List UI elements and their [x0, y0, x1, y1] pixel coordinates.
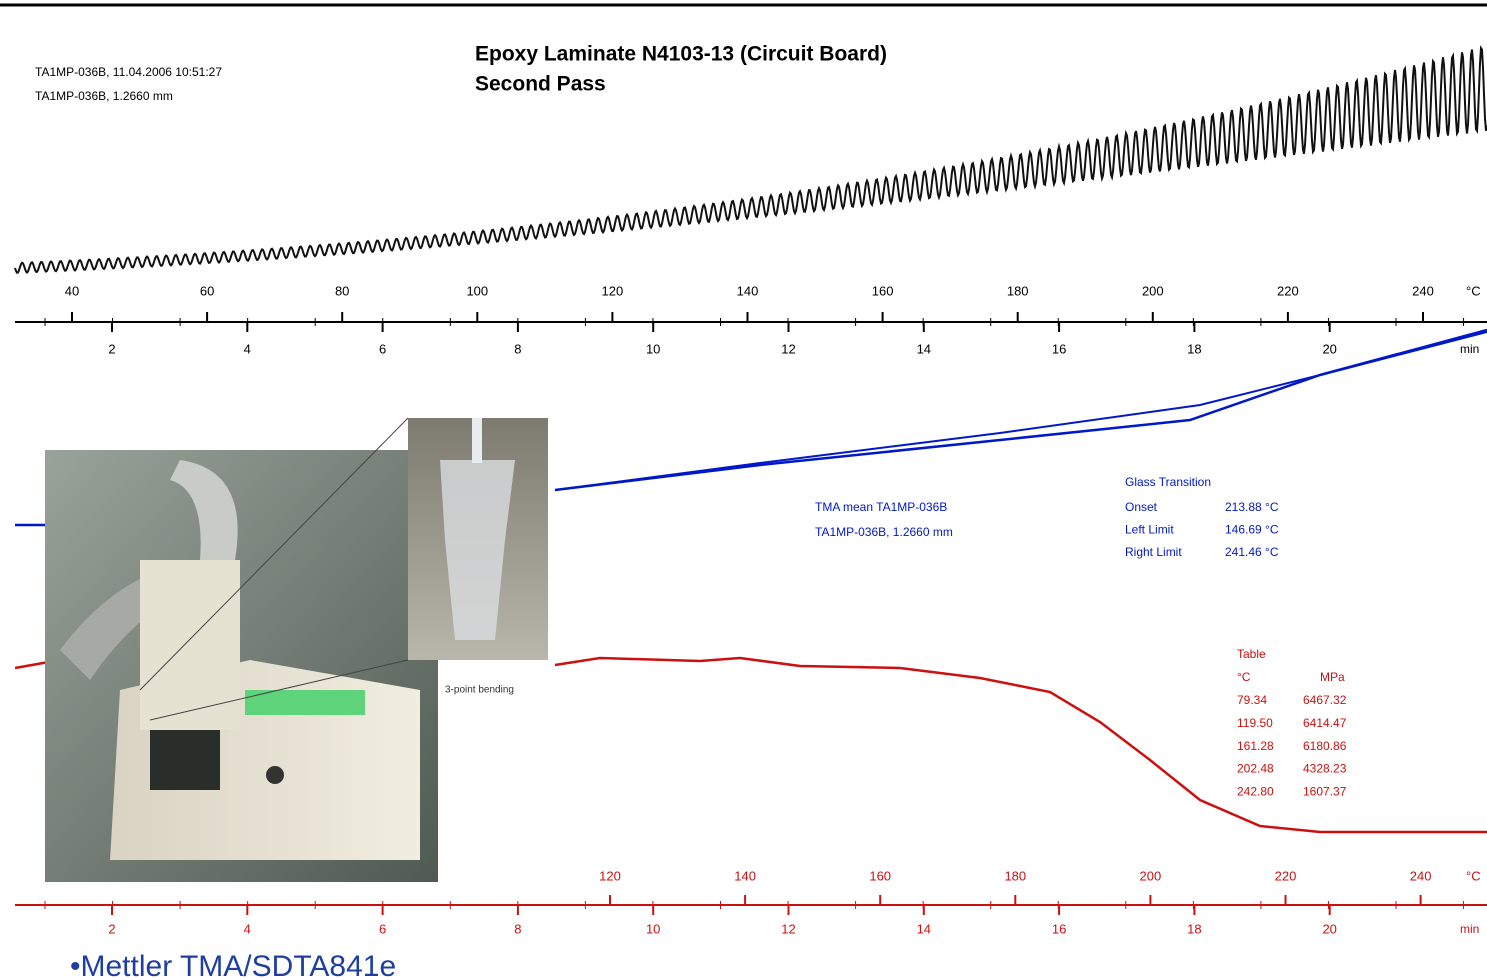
legend-line: TA1MP-036B, 1.2660 mm — [815, 525, 953, 539]
temperature-tick-label: 40 — [65, 283, 79, 298]
table: Table °C MPa 79.34 6467.32 119.50 6414.47 16… — [1237, 647, 1347, 798]
legend-line: TMA mean TA1MP-036B — [815, 500, 947, 514]
time-tick-label: 10 — [646, 921, 660, 936]
table-cell: 4328.23 — [1303, 762, 1347, 776]
temperature-tick-label: 240 — [1412, 283, 1434, 298]
gt-value: 241.46 °C — [1225, 545, 1279, 559]
zoom-line — [139, 417, 409, 691]
run-info: TA1MP-036B, 11.04.2006 10:51:27 — [35, 65, 222, 79]
time-tick-label: 2 — [108, 921, 115, 936]
time-tick-label: 14 — [917, 921, 931, 936]
unit-label: °C — [1466, 868, 1481, 883]
time-tick-label: 6 — [379, 921, 386, 936]
photo-caption: 3-point bending — [445, 685, 514, 696]
table-column: °C — [1237, 670, 1251, 684]
temperature-tick-label: 140 — [734, 868, 756, 883]
table-cell: 1607.37 — [1303, 784, 1347, 798]
subtitle: Second Pass — [475, 73, 606, 96]
time-tick-label: 10 — [646, 341, 660, 356]
temperature-tick-label: 180 — [1004, 868, 1026, 883]
table-cell: 161.28 — [1237, 739, 1274, 753]
display — [245, 690, 365, 715]
temperature-tick-label: 220 — [1275, 868, 1297, 883]
time-tick-label: 12 — [781, 341, 795, 356]
time-tick-label: 4 — [244, 921, 251, 936]
zoom-line — [149, 659, 409, 721]
time-tick-label: 8 — [514, 921, 521, 936]
tma-curve — [554, 331, 1487, 491]
probe — [472, 418, 482, 463]
gt-label: Right Limit — [1125, 545, 1182, 559]
temperature-tick-label: 140 — [737, 283, 759, 298]
temperature-tick-label: 120 — [599, 868, 621, 883]
glass-transition: Glass Transition Onset 213.88 °C Left Limi… — [1125, 475, 1279, 559]
temperature-tick-label: 80 — [335, 283, 349, 298]
gt-value: 146.69 °C — [1225, 523, 1279, 537]
time-tick-label: 18 — [1187, 341, 1201, 356]
gt-title: Glass Transition — [1125, 475, 1211, 489]
time-tick-label: 2 — [108, 341, 115, 356]
gt-label: Left Limit — [1125, 523, 1174, 537]
unit-label: °C — [1466, 283, 1481, 298]
time-tick-label: 14 — [917, 341, 931, 356]
clamp — [440, 460, 515, 640]
time-tick-label: 20 — [1322, 921, 1336, 936]
temperature-tick-label: 60 — [200, 283, 214, 298]
unit-label: min — [1460, 922, 1479, 936]
gt-label: Onset — [1125, 500, 1158, 514]
tma-curve — [554, 328, 1487, 492]
time-tick-label: 18 — [1187, 921, 1201, 936]
time-tick-label: 12 — [781, 921, 795, 936]
hose — [170, 460, 238, 560]
footer: •Mettler TMA/SDTA841e — [70, 950, 396, 980]
hose — [60, 560, 240, 680]
table-cell: 6467.32 — [1303, 693, 1347, 707]
furnace — [150, 730, 220, 790]
time-tick-label: 4 — [244, 341, 251, 356]
time-tick-label: 16 — [1052, 921, 1066, 936]
run-info: TA1MP-036B, 1.2660 mm — [35, 89, 173, 103]
oscillation-curve — [14, 45, 1487, 274]
time-tick-label: 6 — [379, 341, 386, 356]
tower — [140, 560, 240, 730]
table-cell: 6180.86 — [1303, 739, 1347, 753]
time-tick-label: 8 — [514, 341, 521, 356]
table-cell: 6414.47 — [1303, 716, 1347, 730]
unit-label: min — [1460, 342, 1479, 356]
table-cell: 79.34 — [1237, 693, 1267, 707]
title: Epoxy Laminate N4103-13 (Circuit Board) — [475, 43, 887, 66]
time-tick-label: 16 — [1052, 341, 1066, 356]
temperature-tick-label: 100 — [466, 283, 488, 298]
temperature-tick-label: 160 — [869, 868, 891, 883]
temperature-tick-label: 200 — [1140, 868, 1162, 883]
time-tick-label: 20 — [1322, 341, 1336, 356]
table-title: Table — [1237, 647, 1266, 661]
temperature-tick-label: 120 — [602, 283, 624, 298]
button — [266, 766, 284, 784]
table-cell: 202.48 — [1237, 762, 1274, 776]
table-cell: 119.50 — [1237, 716, 1273, 730]
temperature-tick-label: 200 — [1142, 283, 1164, 298]
temperature-tick-label: 160 — [872, 283, 894, 298]
temperature-tick-label: 240 — [1410, 868, 1432, 883]
table-column: MPa — [1320, 670, 1345, 684]
temperature-tick-label: 220 — [1277, 283, 1299, 298]
photo: 3-point bending — [45, 417, 548, 882]
table-cell: 242.80 — [1237, 784, 1274, 798]
temperature-tick-label: 180 — [1007, 283, 1029, 298]
gt-value: 213.88 °C — [1225, 500, 1279, 514]
